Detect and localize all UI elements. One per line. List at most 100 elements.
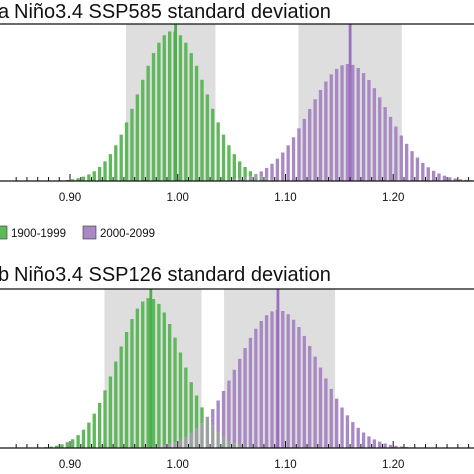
histogram-bar-overlap bbox=[178, 439, 183, 448]
histogram-bar bbox=[211, 108, 215, 181]
histogram-bar bbox=[232, 369, 236, 444]
histogram-bar-overlap bbox=[243, 177, 247, 181]
histogram-bar bbox=[151, 53, 156, 181]
histogram-bar bbox=[103, 161, 107, 181]
histogram-bar bbox=[426, 167, 430, 181]
histogram-bar-overlap bbox=[168, 443, 172, 448]
x-tick-label: 1.00 bbox=[167, 192, 189, 204]
x-tick-label: 1.10 bbox=[274, 192, 296, 204]
panel-b-title-text: Niño3.4 SSP126 standard deviation bbox=[14, 264, 331, 286]
histogram-bar bbox=[286, 145, 290, 181]
histogram-bar bbox=[124, 331, 129, 448]
histogram-bar bbox=[437, 173, 441, 181]
histogram-bar-overlap bbox=[248, 176, 253, 181]
histogram-bar bbox=[313, 356, 317, 448]
histogram-bar bbox=[168, 31, 172, 181]
histogram-bar bbox=[399, 135, 403, 181]
histogram-bar bbox=[216, 122, 220, 181]
histogram-bar-overlap bbox=[205, 417, 210, 448]
histogram-bar bbox=[76, 178, 80, 181]
histogram-bar bbox=[264, 315, 269, 448]
histogram-bar bbox=[324, 378, 328, 448]
histogram-bar bbox=[114, 361, 118, 448]
histogram-bar bbox=[394, 126, 398, 181]
histogram-bar bbox=[334, 68, 339, 181]
histogram-bar-overlap bbox=[157, 445, 161, 448]
histogram-bar bbox=[356, 68, 360, 181]
histogram-bar bbox=[334, 398, 339, 448]
histogram-bar bbox=[146, 298, 150, 448]
histogram-bar bbox=[130, 108, 134, 181]
histogram-bar bbox=[178, 352, 183, 440]
histogram-bar bbox=[135, 94, 140, 181]
histogram-bar bbox=[221, 390, 226, 437]
histogram-bar bbox=[399, 446, 403, 448]
histogram-bar bbox=[313, 99, 317, 181]
histogram-bar bbox=[87, 174, 91, 181]
histogram-bar bbox=[205, 416, 210, 418]
histogram-bar bbox=[302, 335, 306, 448]
histogram-bar bbox=[453, 178, 457, 181]
histogram-bar-overlap bbox=[243, 446, 247, 448]
histogram-bar bbox=[340, 407, 344, 448]
histogram-bar bbox=[291, 319, 296, 448]
histogram-bar bbox=[270, 311, 274, 448]
histogram-bar bbox=[405, 143, 409, 181]
histogram-bar bbox=[151, 299, 156, 447]
histogram-bar bbox=[372, 439, 377, 448]
histogram-bar bbox=[291, 137, 296, 181]
histogram-bar bbox=[394, 445, 398, 448]
histogram-bar bbox=[108, 376, 113, 448]
histogram-bar bbox=[372, 88, 377, 181]
histogram-bar bbox=[178, 35, 183, 181]
histogram-bar bbox=[410, 151, 414, 181]
histogram-bar bbox=[351, 64, 355, 181]
histogram-bar bbox=[388, 116, 393, 181]
histogram-bar bbox=[318, 367, 323, 448]
histogram-bar bbox=[361, 73, 366, 181]
histogram-bar bbox=[92, 413, 96, 448]
x-tick-label: 1.10 bbox=[274, 459, 296, 471]
histogram-bar bbox=[254, 328, 258, 448]
histogram-bar bbox=[76, 435, 80, 448]
histogram-bar bbox=[243, 348, 247, 447]
histogram-bar-overlap bbox=[173, 442, 177, 448]
histogram-bar-overlap bbox=[259, 176, 263, 181]
histogram-bar bbox=[243, 166, 247, 178]
histogram-bar bbox=[141, 79, 145, 181]
histogram-bar bbox=[367, 436, 371, 448]
histogram-bar-overlap bbox=[238, 178, 242, 181]
histogram-bar bbox=[194, 395, 199, 429]
histogram-bar bbox=[297, 128, 301, 181]
panel-b-title: b bbox=[0, 264, 9, 286]
histogram-bar-overlap bbox=[221, 436, 226, 448]
histogram-bar bbox=[388, 444, 393, 448]
histogram-bar-overlap bbox=[211, 425, 215, 448]
histogram-bar bbox=[54, 445, 59, 448]
histogram-bar bbox=[248, 337, 253, 447]
histogram-bar bbox=[119, 134, 123, 181]
median-line-1900-1999 bbox=[174, 24, 177, 181]
panel-a-title: a bbox=[0, 1, 10, 23]
histogram-bar bbox=[345, 64, 350, 181]
histogram-bar bbox=[308, 345, 312, 448]
histogram-bar bbox=[49, 446, 53, 448]
histogram-bar bbox=[442, 175, 447, 181]
median-line-2000-2099 bbox=[348, 24, 352, 181]
histogram-bar bbox=[97, 166, 102, 181]
histogram-bar bbox=[189, 53, 193, 181]
histogram-bar bbox=[248, 171, 253, 177]
histogram-bar bbox=[238, 358, 242, 445]
histogram-bar bbox=[221, 134, 226, 181]
histogram-bar bbox=[189, 382, 193, 434]
histogram-bar bbox=[281, 310, 285, 448]
histogram-bar bbox=[146, 65, 150, 181]
histogram-bar-overlap bbox=[189, 433, 193, 448]
histogram-bar bbox=[71, 439, 75, 448]
histogram-bar bbox=[173, 337, 177, 443]
histogram-bar bbox=[194, 65, 199, 181]
histogram-bar-overlap bbox=[200, 423, 204, 448]
histogram-bar bbox=[65, 442, 69, 448]
histogram-bar bbox=[97, 402, 102, 448]
histogram-bar bbox=[458, 179, 463, 181]
